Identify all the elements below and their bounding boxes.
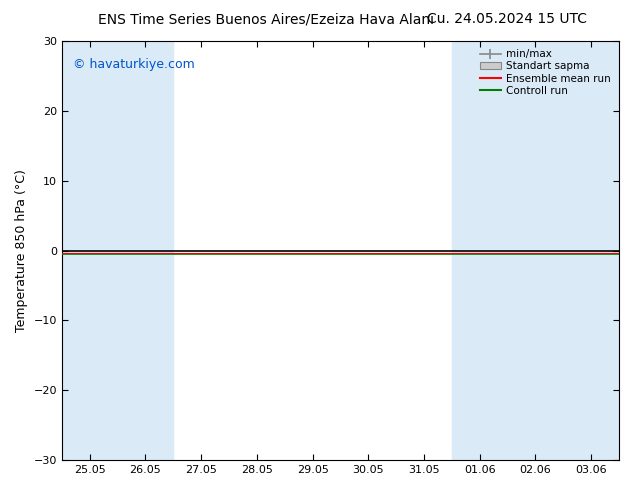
Bar xyxy=(563,41,619,460)
Y-axis label: Temperature 850 hPa (°C): Temperature 850 hPa (°C) xyxy=(15,169,28,332)
Legend: min/max, Standart sapma, Ensemble mean run, Controll run: min/max, Standart sapma, Ensemble mean r… xyxy=(477,46,614,99)
Bar xyxy=(508,41,563,460)
Text: © havaturkiye.com: © havaturkiye.com xyxy=(73,58,195,71)
Bar xyxy=(452,41,508,460)
Bar xyxy=(62,41,118,460)
Text: Cu. 24.05.2024 15 UTC: Cu. 24.05.2024 15 UTC xyxy=(427,12,587,26)
Bar xyxy=(118,41,173,460)
Text: ENS Time Series Buenos Aires/Ezeiza Hava Alanı: ENS Time Series Buenos Aires/Ezeiza Hava… xyxy=(98,12,434,26)
